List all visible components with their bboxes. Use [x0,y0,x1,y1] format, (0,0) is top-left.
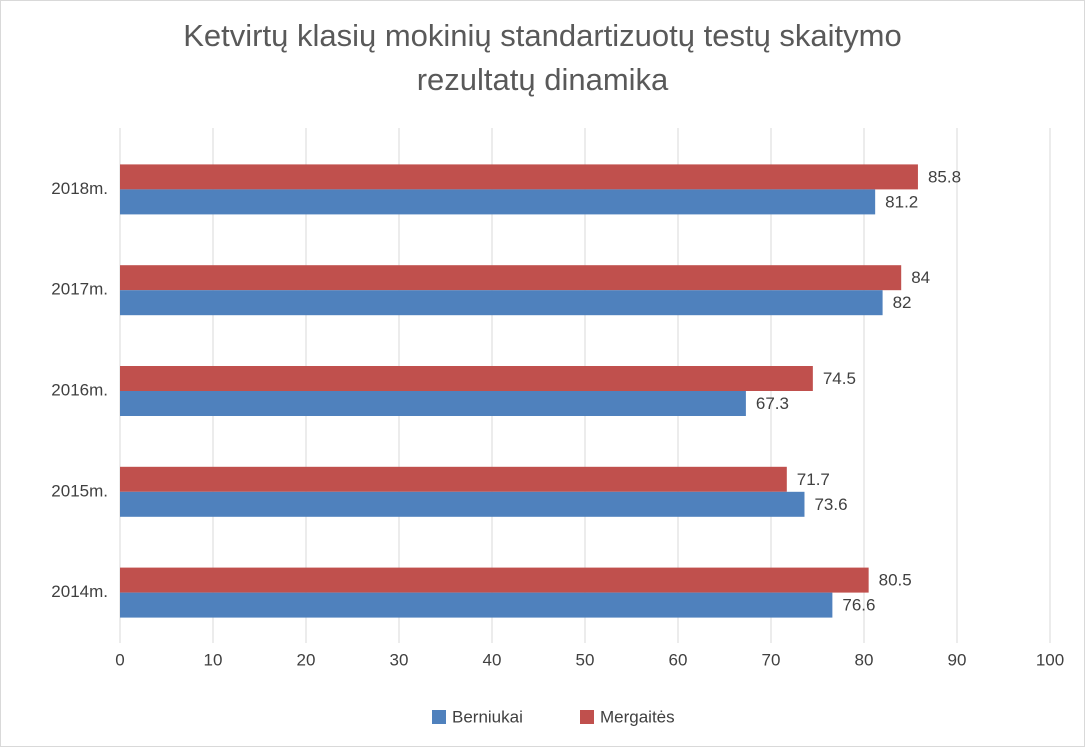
bar [120,189,876,215]
bar [120,491,805,517]
x-tick-label: 30 [390,650,409,669]
x-tick-label: 90 [948,650,967,669]
data-label: 73.6 [814,495,847,514]
y-tick-label: 2018m. [51,179,108,198]
bar [120,592,833,618]
y-tick-label: 2014m. [51,582,108,601]
y-tick-label: 2016m. [51,380,108,399]
x-tick-label: 20 [297,650,316,669]
x-tick-label: 0 [115,650,124,669]
x-tick-label: 40 [483,650,502,669]
bar [120,366,813,391]
x-tick-label: 100 [1036,650,1064,669]
data-label: 76.6 [842,596,875,615]
data-label: 84 [911,268,930,287]
data-label: 85.8 [928,167,961,186]
x-tick-label: 80 [855,650,874,669]
x-tick-label: 60 [669,650,688,669]
x-tick-label: 70 [762,650,781,669]
data-label: 74.5 [823,369,856,388]
y-tick-label: 2015m. [51,481,108,500]
bar [120,391,746,416]
legend-swatch [580,710,594,724]
data-label: 71.7 [797,470,830,489]
x-tick-label: 50 [576,650,595,669]
bar [120,164,918,190]
data-label: 80.5 [879,571,912,590]
bar [120,290,883,316]
bar [120,567,869,593]
bar [120,265,902,291]
data-label: 81.2 [885,192,918,211]
bar [120,466,787,492]
legend-label: Berniukai [452,707,523,726]
data-label: 82 [893,293,912,312]
data-label: 67.3 [756,394,789,413]
legend-swatch [432,710,446,724]
chart-title: Ketvirtų klasių mokinių standartizuotų t… [183,18,902,97]
y-tick-label: 2017m. [51,280,108,299]
x-tick-label: 10 [204,650,223,669]
legend-label: Mergaitės [600,707,675,726]
